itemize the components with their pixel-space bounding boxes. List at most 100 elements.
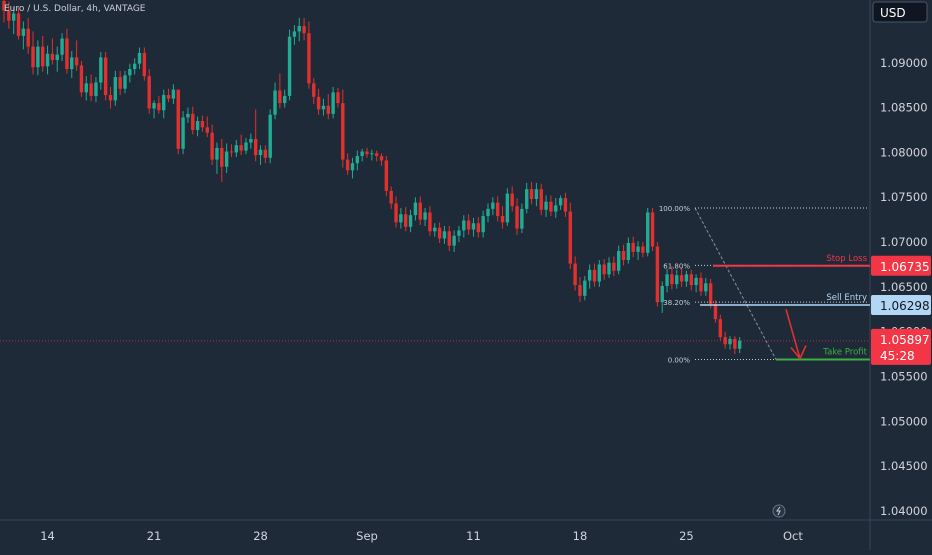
candle-body[interactable]	[45, 53, 50, 67]
candle-body[interactable]	[534, 189, 539, 200]
candle-body[interactable]	[224, 151, 229, 167]
candle-body[interactable]	[321, 105, 326, 110]
candle-body[interactable]	[539, 189, 543, 210]
candle-body[interactable]	[694, 277, 698, 286]
candle-body[interactable]	[689, 274, 693, 286]
candle-body[interactable]	[273, 90, 277, 115]
candle-body[interactable]	[737, 340, 742, 349]
candle-body[interactable]	[728, 338, 732, 345]
candle-body[interactable]	[41, 46, 45, 67]
candle-body[interactable]	[331, 92, 335, 114]
candle-body[interactable]	[491, 202, 495, 209]
candle-body[interactable]	[113, 77, 118, 101]
candle-body[interactable]	[500, 216, 505, 223]
candle-body[interactable]	[699, 277, 703, 292]
candle-body[interactable]	[99, 57, 103, 83]
candle-body[interactable]	[684, 274, 689, 282]
candle-body[interactable]	[433, 227, 437, 232]
candle-body[interactable]	[529, 189, 534, 200]
candle-body[interactable]	[336, 92, 340, 104]
candle-body[interactable]	[616, 251, 621, 271]
candle-body[interactable]	[583, 280, 587, 296]
candle-body[interactable]	[132, 63, 137, 70]
candle-body[interactable]	[495, 202, 500, 217]
candle-body[interactable]	[239, 145, 243, 151]
candle-body[interactable]	[597, 264, 602, 282]
candle-body[interactable]	[55, 54, 59, 61]
candle-body[interactable]	[84, 83, 88, 93]
candle-body[interactable]	[505, 193, 510, 223]
candle-body[interactable]	[341, 103, 345, 160]
candle-body[interactable]	[733, 338, 737, 349]
candle-body[interactable]	[103, 57, 108, 96]
candle-body[interactable]	[568, 211, 572, 264]
candle-body[interactable]	[592, 269, 597, 282]
candle-body[interactable]	[447, 231, 451, 246]
candle-body[interactable]	[423, 212, 427, 220]
candle-body[interactable]	[118, 77, 122, 89]
candle-body[interactable]	[360, 151, 364, 156]
candle-body[interactable]	[718, 319, 723, 338]
candle-body[interactable]	[612, 262, 616, 271]
candle-body[interactable]	[670, 274, 674, 285]
candle-body[interactable]	[278, 90, 282, 104]
candle-body[interactable]	[210, 132, 214, 160]
candle-body[interactable]	[142, 52, 147, 77]
candle-body[interactable]	[229, 151, 234, 153]
candle-body[interactable]	[457, 230, 461, 236]
candle-body[interactable]	[205, 127, 209, 133]
candle-body[interactable]	[399, 214, 403, 223]
candle-body[interactable]	[602, 264, 606, 275]
candle-body[interactable]	[162, 95, 166, 111]
candle-body[interactable]	[466, 220, 471, 230]
candle-body[interactable]	[258, 149, 263, 156]
candle-body[interactable]	[549, 201, 553, 212]
candle-body[interactable]	[650, 212, 655, 247]
candle-body[interactable]	[708, 283, 713, 304]
candle-body[interactable]	[573, 263, 577, 286]
candle-body[interactable]	[79, 65, 84, 93]
candle-body[interactable]	[26, 28, 30, 47]
candle-body[interactable]	[404, 214, 408, 227]
candle-body[interactable]	[21, 28, 26, 36]
candle-body[interactable]	[195, 121, 200, 130]
candle-body[interactable]	[350, 163, 355, 171]
candle-body[interactable]	[563, 198, 568, 212]
candle-body[interactable]	[234, 145, 239, 153]
candle-body[interactable]	[607, 262, 611, 275]
candle-body[interactable]	[660, 285, 664, 303]
currency-button[interactable]	[872, 1, 928, 23]
candle-body[interactable]	[384, 160, 389, 191]
candle-body[interactable]	[476, 223, 481, 233]
candle-body[interactable]	[365, 151, 369, 155]
candle-body[interactable]	[525, 189, 529, 209]
candle-body[interactable]	[345, 159, 350, 171]
candle-body[interactable]	[413, 202, 418, 216]
candle-body[interactable]	[312, 83, 316, 97]
candle-body[interactable]	[94, 82, 98, 96]
candle-body[interactable]	[220, 147, 224, 167]
candle-body[interactable]	[326, 105, 330, 114]
candle-body[interactable]	[636, 246, 640, 252]
candle-body[interactable]	[394, 203, 398, 223]
candle-body[interactable]	[655, 246, 660, 303]
candle-body[interactable]	[370, 153, 374, 155]
candle-body[interactable]	[486, 208, 490, 217]
candle-body[interactable]	[307, 33, 311, 84]
candle-body[interactable]	[675, 275, 679, 285]
candle-body[interactable]	[108, 95, 113, 101]
candle-body[interactable]	[287, 36, 292, 96]
candle-body[interactable]	[379, 155, 384, 161]
candle-body[interactable]	[442, 231, 447, 239]
candle-body[interactable]	[176, 89, 180, 149]
candle-body[interactable]	[452, 235, 456, 246]
candle-body[interactable]	[253, 138, 258, 156]
candle-body[interactable]	[558, 198, 563, 206]
candle-body[interactable]	[186, 113, 190, 118]
candle-body[interactable]	[408, 215, 413, 227]
candle-body[interactable]	[31, 46, 35, 68]
candle-body[interactable]	[244, 142, 248, 151]
candle-body[interactable]	[544, 201, 548, 210]
